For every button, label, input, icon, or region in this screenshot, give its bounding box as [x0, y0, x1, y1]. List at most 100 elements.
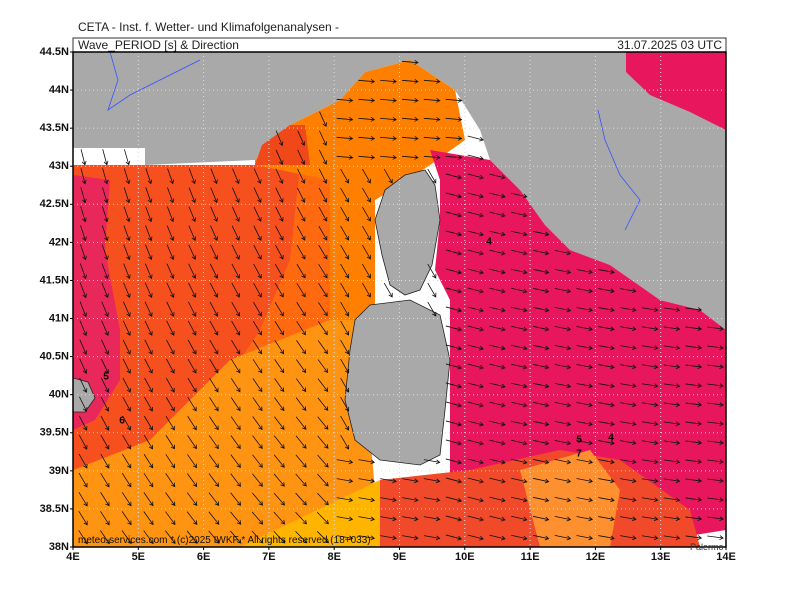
- arrow: [532, 287, 550, 294]
- arrow: [187, 320, 197, 336]
- arrow: [317, 435, 329, 449]
- arrow: [489, 382, 506, 389]
- arrow: [210, 225, 218, 241]
- arrow: [100, 377, 110, 393]
- arrow: [252, 454, 263, 468]
- region: [430, 150, 726, 547]
- arrow: [489, 458, 506, 465]
- arrow: [80, 244, 87, 261]
- arrow: [467, 249, 484, 256]
- arrow: [145, 206, 153, 223]
- arrow: [620, 421, 637, 427]
- arrow: [380, 155, 397, 160]
- arrow: [317, 340, 328, 355]
- arrow: [598, 326, 615, 332]
- arrow: [167, 187, 175, 204]
- arrow: [121, 473, 132, 488]
- arrow: [380, 79, 397, 84]
- arrow: [231, 282, 240, 298]
- lon-label: 11E: [521, 551, 540, 563]
- arrow: [100, 415, 110, 431]
- arrow: [297, 149, 306, 165]
- arrow: [402, 535, 419, 541]
- arrow: [273, 473, 285, 487]
- arrow: [274, 321, 284, 336]
- arrow: [209, 397, 219, 412]
- arrow: [230, 492, 242, 506]
- arrow: [336, 535, 354, 541]
- arrow: [210, 187, 218, 204]
- arrow: [80, 206, 87, 223]
- arrow: [123, 282, 131, 299]
- arrow: [273, 530, 286, 544]
- arrow: [362, 282, 371, 298]
- arrow: [598, 288, 615, 294]
- arrow: [100, 396, 110, 412]
- arrow: [532, 382, 550, 389]
- arrow: [100, 453, 110, 469]
- arrow: [554, 306, 572, 313]
- arrow: [445, 363, 463, 370]
- arrow: [78, 472, 88, 488]
- arrow: [336, 117, 354, 122]
- arrow: [554, 268, 572, 275]
- arrow: [380, 535, 397, 541]
- arrow: [598, 478, 615, 484]
- arrow: [144, 263, 153, 280]
- arrow: [532, 306, 550, 313]
- arrow: [165, 396, 175, 412]
- arrow: [489, 496, 506, 503]
- arrow: [318, 244, 328, 260]
- arrow: [165, 415, 175, 431]
- datetime: 31.07.2025 03 UTC: [617, 38, 722, 52]
- arrow: [187, 435, 197, 450]
- arrow: [230, 454, 241, 469]
- arrow: [123, 301, 131, 318]
- arrow: [143, 434, 153, 450]
- arrow: [598, 383, 615, 389]
- arrow: [340, 377, 350, 393]
- arrow: [340, 282, 350, 298]
- arrow: [445, 98, 463, 103]
- arrow: [252, 397, 263, 412]
- arrow: [489, 420, 506, 427]
- arrow: [641, 516, 659, 522]
- arrow: [295, 492, 307, 506]
- arrow: [79, 358, 88, 374]
- arrow: [532, 401, 550, 408]
- arrow: [273, 511, 286, 525]
- arrow: [598, 269, 615, 275]
- arrow: [79, 263, 87, 280]
- arrow: [209, 301, 219, 317]
- arrow: [167, 168, 175, 185]
- arrow: [165, 377, 175, 393]
- arrow: [143, 415, 153, 431]
- arrow: [253, 263, 262, 279]
- arrow: [102, 168, 109, 185]
- arrow: [297, 130, 306, 147]
- arrow: [576, 535, 594, 541]
- arrow: [663, 478, 681, 484]
- arrow: [445, 458, 463, 465]
- arrow: [467, 173, 484, 180]
- lon-label: 12E: [586, 551, 606, 563]
- arrow: [445, 230, 463, 237]
- arrow: [102, 149, 109, 166]
- arrow: [358, 497, 376, 503]
- arrow: [99, 530, 110, 545]
- arrow: [187, 454, 197, 469]
- arrow: [641, 402, 659, 408]
- lat-label: 42.5N: [40, 198, 69, 210]
- arrow: [532, 344, 550, 351]
- arrow: [620, 402, 637, 408]
- arrow: [576, 307, 594, 313]
- arrow: [297, 187, 306, 203]
- arrow: [620, 459, 637, 465]
- arrow: [641, 535, 659, 541]
- arrow: [511, 439, 528, 446]
- arrow: [166, 301, 175, 317]
- arrow: [295, 530, 308, 544]
- arrow: [511, 192, 528, 199]
- arrow: [423, 497, 441, 503]
